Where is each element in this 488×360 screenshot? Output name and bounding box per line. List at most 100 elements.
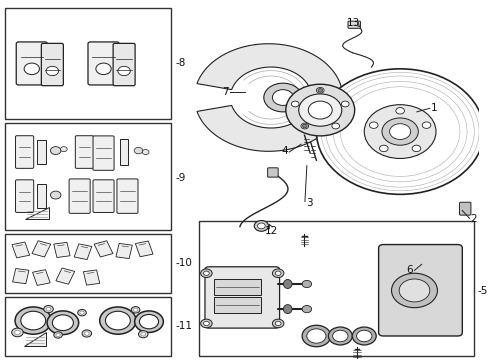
Circle shape — [134, 147, 142, 154]
Circle shape — [395, 108, 404, 114]
Polygon shape — [24, 207, 48, 220]
Polygon shape — [120, 139, 128, 166]
Circle shape — [332, 330, 347, 342]
FancyBboxPatch shape — [347, 21, 360, 28]
Text: 4: 4 — [281, 146, 287, 156]
Polygon shape — [37, 184, 45, 208]
Bar — [5, 234, 170, 293]
Bar — [213, 297, 261, 313]
Circle shape — [272, 90, 293, 105]
Circle shape — [78, 310, 86, 316]
Circle shape — [52, 315, 73, 330]
Circle shape — [12, 328, 23, 337]
Circle shape — [43, 306, 53, 313]
Circle shape — [84, 332, 89, 335]
FancyBboxPatch shape — [117, 179, 138, 213]
Circle shape — [46, 307, 51, 311]
Text: -5: -5 — [477, 286, 487, 296]
Circle shape — [24, 63, 40, 75]
Polygon shape — [13, 269, 29, 284]
Circle shape — [80, 311, 84, 314]
Circle shape — [351, 327, 375, 345]
Circle shape — [317, 89, 322, 92]
Circle shape — [203, 321, 209, 325]
Ellipse shape — [283, 305, 291, 314]
Circle shape — [272, 269, 284, 278]
FancyBboxPatch shape — [459, 202, 470, 215]
Circle shape — [398, 279, 429, 302]
Circle shape — [291, 101, 299, 107]
Polygon shape — [33, 270, 50, 285]
Circle shape — [50, 147, 61, 154]
Polygon shape — [94, 241, 113, 257]
Text: 6: 6 — [406, 265, 412, 275]
FancyBboxPatch shape — [16, 180, 34, 212]
Circle shape — [254, 221, 268, 231]
Circle shape — [369, 122, 377, 129]
Circle shape — [133, 308, 138, 311]
Circle shape — [263, 83, 302, 112]
Circle shape — [341, 101, 348, 107]
Circle shape — [306, 329, 325, 343]
Circle shape — [379, 145, 387, 152]
Circle shape — [141, 332, 145, 336]
Text: -11: -11 — [175, 321, 192, 331]
FancyBboxPatch shape — [378, 244, 461, 336]
Circle shape — [134, 311, 163, 332]
Polygon shape — [12, 242, 30, 258]
Circle shape — [302, 306, 311, 313]
FancyBboxPatch shape — [69, 179, 90, 213]
Polygon shape — [135, 241, 153, 257]
FancyBboxPatch shape — [75, 136, 93, 168]
Polygon shape — [116, 243, 132, 258]
Text: -9: -9 — [175, 173, 185, 183]
Circle shape — [381, 118, 417, 145]
FancyBboxPatch shape — [93, 136, 114, 170]
Circle shape — [389, 124, 410, 139]
Circle shape — [331, 123, 339, 129]
Text: 1: 1 — [430, 103, 437, 113]
Circle shape — [316, 69, 483, 194]
Circle shape — [285, 84, 354, 136]
Text: 12: 12 — [264, 226, 278, 236]
Circle shape — [356, 330, 371, 342]
Bar — [5, 297, 170, 356]
Polygon shape — [74, 244, 92, 260]
Text: -10: -10 — [175, 258, 192, 268]
Circle shape — [15, 330, 20, 334]
Circle shape — [203, 271, 209, 275]
Circle shape — [421, 122, 430, 129]
Circle shape — [275, 271, 281, 275]
FancyBboxPatch shape — [88, 42, 119, 85]
FancyBboxPatch shape — [16, 136, 34, 168]
Bar — [5, 8, 170, 119]
Circle shape — [54, 332, 62, 338]
Bar — [213, 279, 261, 295]
Circle shape — [302, 280, 311, 288]
FancyBboxPatch shape — [41, 43, 63, 86]
Circle shape — [272, 319, 284, 328]
FancyBboxPatch shape — [113, 43, 135, 86]
Polygon shape — [23, 332, 46, 346]
Circle shape — [316, 87, 324, 93]
Circle shape — [105, 311, 130, 330]
Polygon shape — [83, 270, 100, 285]
Text: 3: 3 — [305, 198, 312, 208]
Circle shape — [56, 333, 60, 337]
Polygon shape — [32, 241, 51, 257]
FancyBboxPatch shape — [93, 180, 114, 212]
Circle shape — [200, 319, 212, 328]
Ellipse shape — [283, 279, 291, 288]
Circle shape — [298, 94, 341, 126]
Circle shape — [328, 327, 351, 345]
Bar — [5, 123, 170, 230]
Polygon shape — [56, 268, 75, 284]
Circle shape — [302, 325, 330, 347]
Circle shape — [142, 149, 149, 154]
Circle shape — [46, 66, 59, 76]
Circle shape — [15, 307, 51, 334]
Circle shape — [47, 311, 79, 334]
Polygon shape — [54, 242, 70, 257]
Polygon shape — [37, 140, 45, 164]
Circle shape — [131, 307, 140, 313]
